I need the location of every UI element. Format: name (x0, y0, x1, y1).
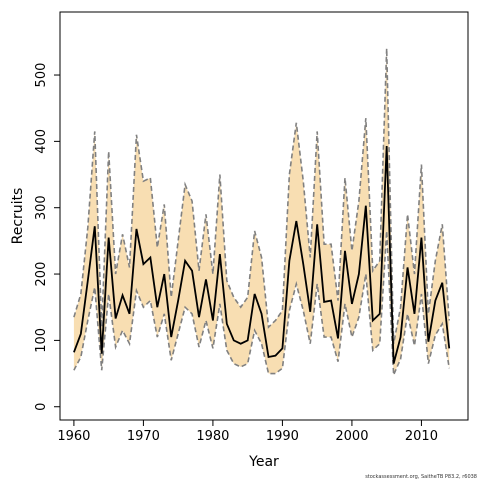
confidence-band-area (73, 48, 450, 375)
x-tick-label: 1980 (196, 429, 229, 444)
estimate-line (73, 145, 451, 364)
y-axis: 0 100 200 300 400 500 (34, 63, 60, 411)
x-axis-title: Year (248, 454, 279, 470)
y-tick-label: 400 (34, 129, 49, 154)
y-tick-label: 0 (34, 403, 49, 411)
x-tick-label: 1960 (57, 429, 90, 444)
y-tick-label: 300 (34, 195, 49, 220)
confidence-band (73, 48, 450, 375)
x-tick-label: 2010 (405, 429, 438, 444)
x-tick-label: 1990 (266, 429, 299, 444)
y-tick-label: 500 (34, 63, 49, 88)
plot-frame (59, 11, 469, 421)
x-tick-label: 2000 (335, 429, 368, 444)
footnote: stockassessment.org, SaitheTB P83.2, r60… (365, 474, 477, 480)
upper-bound-line (73, 48, 451, 344)
y-axis-title: Recruits (10, 188, 26, 245)
x-tick-label: 1970 (127, 429, 160, 444)
x-axis: 1960 1970 1980 1990 2000 2010 (57, 420, 438, 444)
y-tick-label: 100 (34, 328, 49, 353)
series-lines (73, 48, 451, 376)
lower-bound-line (73, 230, 451, 376)
y-tick-label: 200 (34, 262, 49, 287)
